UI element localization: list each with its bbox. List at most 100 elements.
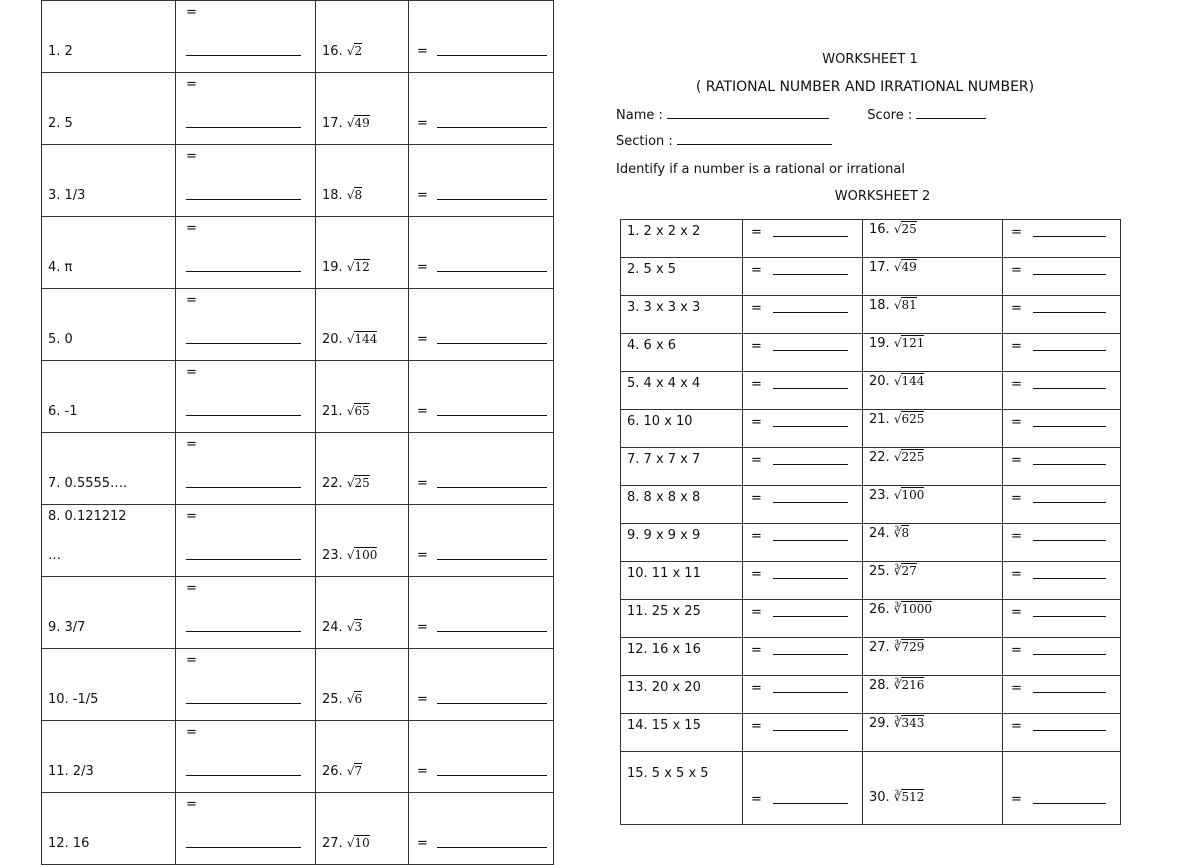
- answer-blank[interactable]: [773, 274, 848, 275]
- answer-cell[interactable]: =: [742, 447, 863, 486]
- answer-cell[interactable]: =: [408, 144, 554, 217]
- answer-cell[interactable]: =: [408, 360, 554, 433]
- answer-blank[interactable]: [437, 199, 547, 200]
- answer-cell[interactable]: =: [1002, 599, 1121, 638]
- answer-cell[interactable]: =: [742, 523, 863, 562]
- answer-cell[interactable]: =: [408, 504, 554, 577]
- answer-cell[interactable]: =: [742, 219, 863, 258]
- answer-blank[interactable]: [1033, 312, 1106, 313]
- answer-cell[interactable]: =: [742, 713, 863, 752]
- answer-cell[interactable]: =: [742, 257, 863, 296]
- answer-cell[interactable]: =: [1002, 637, 1121, 676]
- answer-blank[interactable]: [437, 55, 547, 56]
- answer-blank[interactable]: [1033, 388, 1106, 389]
- answer-cell[interactable]: =: [175, 576, 316, 649]
- answer-cell[interactable]: =: [742, 675, 863, 714]
- answer-cell[interactable]: =: [742, 561, 863, 600]
- section-field[interactable]: [676, 144, 832, 145]
- answer-cell[interactable]: =: [1002, 257, 1121, 296]
- answer-blank[interactable]: [437, 415, 547, 416]
- answer-cell[interactable]: =: [742, 485, 863, 524]
- answer-blank[interactable]: [773, 578, 848, 579]
- answer-blank[interactable]: [773, 654, 848, 655]
- answer-cell[interactable]: =: [408, 792, 554, 865]
- answer-cell[interactable]: =: [175, 288, 316, 361]
- answer-cell[interactable]: =: [408, 576, 554, 649]
- score-field[interactable]: [916, 118, 987, 119]
- answer-cell[interactable]: =: [1002, 675, 1121, 714]
- answer-blank[interactable]: [1033, 578, 1106, 579]
- answer-blank[interactable]: [437, 343, 547, 344]
- answer-blank[interactable]: [1033, 426, 1106, 427]
- answer-cell[interactable]: =: [175, 144, 316, 217]
- answer-cell[interactable]: =: [742, 409, 863, 448]
- answer-cell[interactable]: =: [1002, 409, 1121, 448]
- answer-cell[interactable]: =: [408, 432, 554, 505]
- answer-cell[interactable]: =: [175, 72, 316, 145]
- answer-cell[interactable]: =: [1002, 523, 1121, 562]
- answer-cell[interactable]: =: [742, 295, 863, 334]
- answer-cell[interactable]: =: [1002, 295, 1121, 334]
- answer-blank[interactable]: [773, 464, 848, 465]
- answer-blank[interactable]: [773, 426, 848, 427]
- answer-blank[interactable]: [437, 271, 547, 272]
- answer-cell[interactable]: =: [1002, 751, 1121, 825]
- answer-blank[interactable]: [186, 703, 301, 704]
- answer-blank[interactable]: [186, 343, 301, 344]
- answer-blank[interactable]: [186, 127, 301, 128]
- answer-cell[interactable]: =: [175, 504, 316, 577]
- answer-cell[interactable]: =: [175, 648, 316, 721]
- answer-cell[interactable]: =: [1002, 485, 1121, 524]
- answer-blank[interactable]: [437, 127, 547, 128]
- answer-blank[interactable]: [773, 236, 848, 237]
- answer-blank[interactable]: [773, 312, 848, 313]
- answer-blank[interactable]: [773, 540, 848, 541]
- answer-cell[interactable]: =: [408, 288, 554, 361]
- answer-blank[interactable]: [186, 55, 301, 56]
- answer-cell[interactable]: =: [175, 360, 316, 433]
- answer-cell[interactable]: =: [742, 751, 863, 825]
- answer-cell[interactable]: =: [1002, 333, 1121, 372]
- answer-blank[interactable]: [773, 730, 848, 731]
- answer-cell[interactable]: =: [1002, 219, 1121, 258]
- name-field[interactable]: [667, 118, 830, 119]
- answer-cell[interactable]: =: [1002, 713, 1121, 752]
- answer-blank[interactable]: [437, 703, 547, 704]
- answer-blank[interactable]: [773, 616, 848, 617]
- answer-blank[interactable]: [1033, 803, 1106, 804]
- answer-cell[interactable]: =: [742, 637, 863, 676]
- answer-blank[interactable]: [1033, 236, 1106, 237]
- answer-blank[interactable]: [773, 803, 848, 804]
- answer-cell[interactable]: =: [408, 72, 554, 145]
- answer-blank[interactable]: [186, 775, 301, 776]
- answer-cell[interactable]: =: [1002, 561, 1121, 600]
- answer-blank[interactable]: [186, 415, 301, 416]
- answer-blank[interactable]: [437, 847, 547, 848]
- answer-cell[interactable]: =: [175, 720, 316, 793]
- answer-blank[interactable]: [186, 487, 301, 488]
- answer-blank[interactable]: [186, 559, 301, 560]
- answer-cell[interactable]: =: [742, 599, 863, 638]
- answer-blank[interactable]: [1033, 540, 1106, 541]
- answer-cell[interactable]: =: [175, 0, 316, 73]
- answer-blank[interactable]: [186, 199, 301, 200]
- answer-blank[interactable]: [437, 775, 547, 776]
- answer-blank[interactable]: [186, 271, 301, 272]
- answer-blank[interactable]: [1033, 692, 1106, 693]
- answer-blank[interactable]: [773, 502, 848, 503]
- answer-blank[interactable]: [1033, 274, 1106, 275]
- answer-cell[interactable]: =: [742, 371, 863, 410]
- answer-cell[interactable]: =: [1002, 371, 1121, 410]
- answer-blank[interactable]: [437, 487, 547, 488]
- answer-blank[interactable]: [773, 350, 848, 351]
- answer-blank[interactable]: [437, 559, 547, 560]
- answer-blank[interactable]: [1033, 616, 1106, 617]
- answer-blank[interactable]: [437, 631, 547, 632]
- answer-blank[interactable]: [1033, 654, 1106, 655]
- answer-cell[interactable]: =: [1002, 447, 1121, 486]
- answer-cell[interactable]: =: [408, 648, 554, 721]
- answer-cell[interactable]: =: [408, 0, 554, 73]
- answer-blank[interactable]: [1033, 730, 1106, 731]
- answer-blank[interactable]: [1033, 502, 1106, 503]
- answer-cell[interactable]: =: [175, 216, 316, 289]
